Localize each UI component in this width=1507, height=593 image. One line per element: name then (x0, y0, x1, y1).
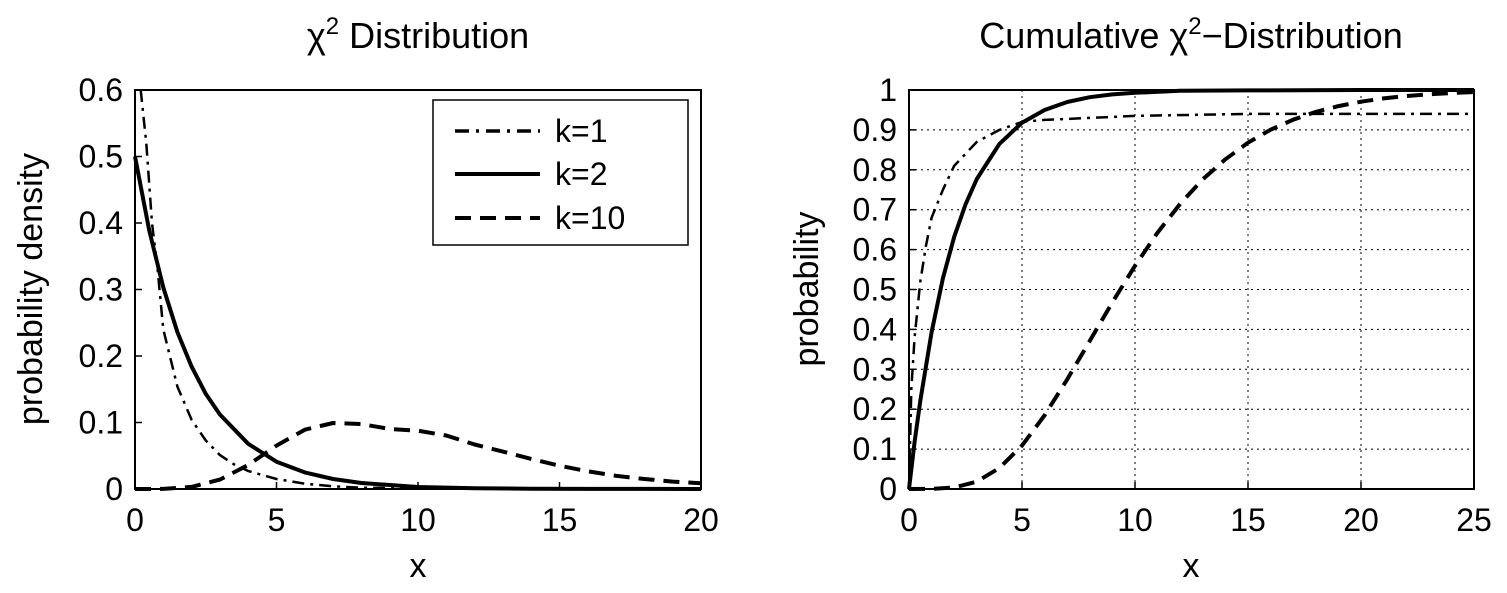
legend-label-k2: k=2 (555, 156, 607, 192)
chart-left-title: χ2 Distribution (307, 13, 529, 56)
y-tick-label: 0.6 (79, 72, 123, 108)
chart-left-xlabel: x (410, 547, 427, 585)
y-tick-label: 0.9 (853, 112, 897, 148)
legend-label-k10: k=10 (555, 200, 625, 236)
series-line-k10 (908, 90, 1475, 491)
x-tick-label: 0 (900, 502, 918, 538)
y-tick-label: 0 (879, 471, 897, 507)
y-tick-label: 0 (105, 471, 123, 507)
y-tick-label: 0.4 (79, 205, 123, 241)
y-tick-label: 1 (879, 72, 897, 108)
series-line-k1 (907, 112, 1474, 490)
x-tick-label: 5 (1013, 502, 1031, 538)
y-tick-label: 0.1 (853, 431, 897, 467)
chart-left-legend: k=1 k=2 k=10 (432, 99, 689, 246)
x-tick-label: 5 (268, 502, 286, 538)
y-tick-label: 0.8 (853, 152, 897, 188)
x-tick-label: 25 (1456, 502, 1492, 538)
y-tick-label: 0.7 (853, 192, 897, 228)
x-tick-label: 10 (1117, 502, 1153, 538)
chart-left: χ2 Distribution 0 5 10 15 20 0 0.1 0.2 0.3 0.4 0.… (12, 13, 719, 585)
x-tick-label: 10 (400, 502, 436, 538)
y-tick-label: 0.3 (853, 351, 897, 387)
series-line-k2 (907, 88, 1474, 490)
y-tick-label: 0.1 (79, 405, 123, 441)
x-tick-label: 15 (1230, 502, 1266, 538)
chart-right-title: Cumulative χ2−Distribution (979, 13, 1402, 56)
x-tick-label: 0 (126, 502, 144, 538)
y-tick-label: 0.6 (853, 232, 897, 268)
chart-left-ylabel: probability density (12, 153, 50, 425)
x-tick-label: 20 (1343, 502, 1379, 538)
y-tick-label: 0.4 (853, 311, 897, 347)
chart-right: Cumulative χ2−Distribution 0 5 10 15 20 25 00… (788, 13, 1492, 585)
y-tick-label: 0.5 (853, 272, 897, 308)
y-tick-label: 0.2 (79, 338, 123, 374)
chart-right-xlabel: x (1183, 547, 1200, 585)
y-tick-label: 0.3 (79, 272, 123, 308)
legend-label-k1: k=1 (555, 113, 607, 149)
x-tick-label: 15 (542, 502, 578, 538)
series-line-k2 (133, 156, 702, 491)
y-tick-label: 0.2 (853, 391, 897, 427)
y-tick-label: 0.5 (79, 139, 123, 175)
series-line-k1 (139, 89, 419, 490)
chart-right-ylabel: probability (788, 212, 826, 367)
x-tick-label: 20 (683, 502, 719, 538)
